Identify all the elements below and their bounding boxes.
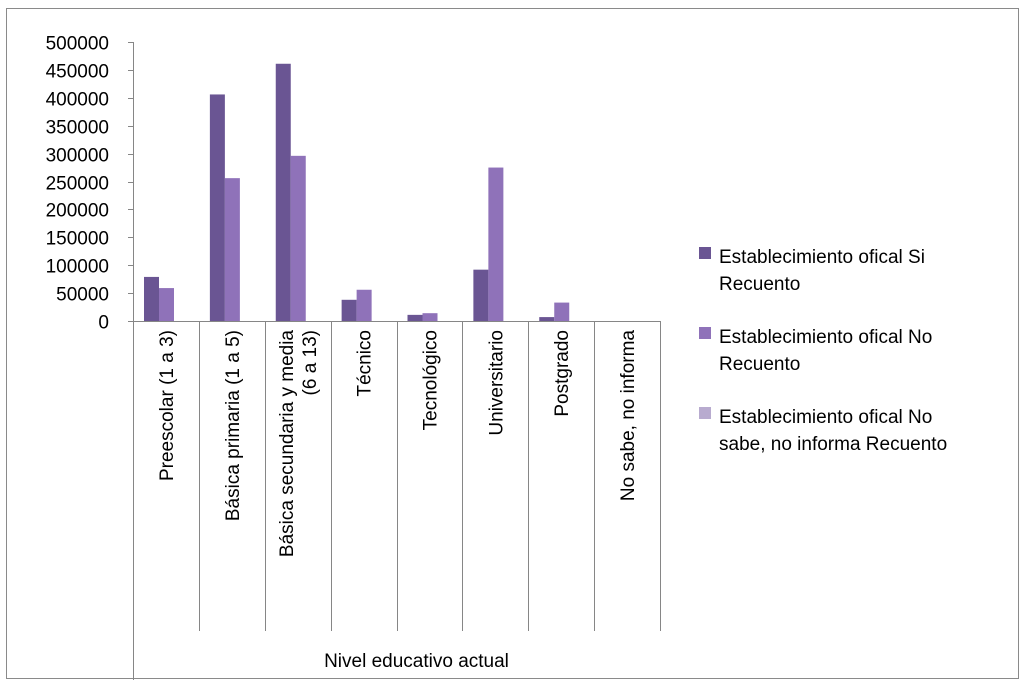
legend-label: Recuento (719, 274, 800, 295)
y-tick-label: 300000 (46, 146, 109, 167)
x-axis-title: Nivel educativo actual (324, 651, 509, 672)
y-tick-label: 0 (98, 313, 109, 334)
bar (224, 178, 240, 321)
y-tick-label: 150000 (46, 229, 109, 250)
bar (144, 276, 159, 321)
y-tick-label: 400000 (46, 90, 109, 111)
y-tick-label: 50000 (56, 285, 109, 306)
x-tick-label: Básica primaria (1 a 5) (223, 330, 244, 521)
x-tick-label: Tecnológico (420, 330, 441, 430)
bar (159, 288, 174, 321)
bar (407, 314, 423, 321)
bars (144, 63, 570, 322)
legend-item: Establecimiento ofical No Recuento (699, 327, 932, 375)
bar (290, 155, 306, 321)
x-tick-label: Técnico (355, 330, 376, 397)
legend-label: Establecimiento ofical Si (719, 247, 925, 268)
chart-frame (6, 8, 1019, 679)
x-tick-label: Básica secundaria y media (277, 330, 298, 557)
legend-label: Recuento (719, 354, 800, 375)
legend-item: Establecimiento ofical No sabe, no inform… (699, 407, 947, 455)
legend: Establecimiento ofical SiRecuentoEstable… (699, 247, 947, 455)
x-tick-label: Postgrado (552, 330, 573, 417)
axes (128, 42, 661, 680)
y-tick-label: 100000 (46, 257, 109, 278)
labels: 0 50000 100000 150000 200000 250000 300000 3500… (46, 34, 639, 673)
bar (356, 289, 372, 321)
y-tick-label: 350000 (46, 118, 109, 139)
legend-item: Establecimiento ofical Si Recuento (699, 247, 925, 295)
x-tick-label: Universitario (486, 330, 507, 436)
x-tick-label: (6 a 13) (300, 330, 321, 395)
y-tick-label: 500000 (46, 34, 109, 55)
y-tick-label: 250000 (46, 174, 109, 195)
bar (539, 317, 555, 321)
legend-label: Establecimiento ofical No (719, 327, 932, 348)
legend-label: sabe, no informa Recuento (719, 434, 947, 455)
x-tick-label: Preescolar (1 a 3) (157, 330, 178, 481)
legend-label: Establecimiento ofical No (719, 407, 932, 428)
bar (275, 63, 291, 322)
bar (488, 167, 504, 321)
legend-swatch (699, 407, 711, 419)
legend-swatch (699, 247, 711, 259)
bar (473, 269, 489, 321)
legend-swatch (699, 327, 711, 339)
bar (554, 302, 570, 321)
x-tick-label: No sabe, no informa (618, 330, 639, 502)
bar (209, 94, 225, 322)
y-tick-label: 450000 (46, 62, 109, 83)
bar (422, 313, 438, 321)
y-tick-label: 200000 (46, 201, 109, 222)
bar (341, 299, 357, 321)
